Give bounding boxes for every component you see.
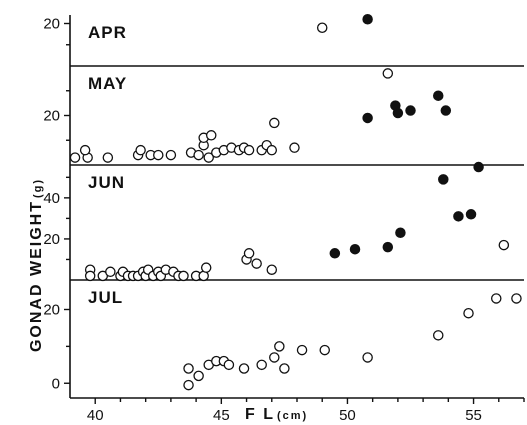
data-point-open [178,270,189,282]
data-point-open [79,144,91,156]
data-point-filled [329,248,341,259]
y-tick-label: 20 [43,302,60,319]
data-point-open [205,130,217,141]
data-point-filled [405,105,416,116]
data-point-open [269,352,280,363]
panels: APR 20 MAY 20 JUN 20 40 JUL 0 20 [43,13,524,399]
data-point-open [193,370,204,382]
data-point-open [463,307,474,319]
data-point-open [319,344,330,356]
data-point-filled [382,241,394,253]
data-point-filled [432,90,444,101]
y-axis-unit: (g) [32,178,44,198]
data-point-open [498,239,510,251]
y-tick-label: 20 [43,231,60,248]
panel-label: MAY [88,74,127,93]
data-point-open [274,341,285,352]
x-axis-unit: (cm) [277,410,308,422]
data-point-open [84,270,96,282]
data-point-open [153,149,164,161]
data-point-open [296,344,308,356]
data-point-open [135,144,146,156]
data-point-open [382,68,394,79]
data-point-filled [362,13,373,25]
y-axis-title-text: GONAD WEIGHT [28,200,45,352]
data-point-filled [438,174,449,185]
data-point-filled [453,211,464,222]
x-tick-label: 50 [339,407,356,424]
y-tick-label: 0 [52,375,60,392]
x-tick-label: 45 [213,407,230,424]
data-point-filled [440,105,452,116]
panel-label: JUL [88,288,123,307]
x-tick-label: 40 [87,407,104,424]
data-point-open [316,22,328,33]
data-point-open [183,379,194,391]
y-tick-label: 20 [43,108,60,125]
y-tick-label: 20 [43,16,60,33]
data-point-open [432,330,444,341]
data-point-open [289,142,300,153]
data-point-open [193,149,204,161]
data-point-filled [395,227,406,239]
data-point-open [279,363,290,374]
data-point-open [266,144,278,156]
panel-label: JUN [88,173,125,192]
data-point-open [266,264,278,275]
data-point-open [69,152,81,163]
data-point-open [223,359,235,371]
data-point-open [256,359,267,371]
data-point-filled [465,209,477,220]
panel-jun: JUN 20 40 [43,161,524,282]
data-point-filled [362,112,373,124]
data-point-open [183,363,194,374]
data-point-open [238,363,250,374]
panel-may: MAY 20 [43,68,524,166]
data-point-open [511,293,522,304]
data-point-open [243,144,255,156]
data-point-open [200,262,212,273]
y-axis-title: GONAD WEIGHT (g) [28,178,45,352]
data-point-open [251,258,262,269]
panel-apr: APR 20 [43,13,524,67]
data-point-open [243,248,255,259]
data-point-open [491,293,502,304]
data-point-open [102,152,114,163]
panel-label: APR [88,23,127,42]
y-tick-label: 40 [43,190,60,207]
data-point-open [203,152,214,163]
data-point-open [105,266,116,278]
x-tick-label: 55 [465,407,482,424]
data-point-open [362,352,373,363]
data-point-filled [349,243,361,255]
data-point-open [269,117,280,129]
data-point-filled [473,161,484,173]
data-point-filled [392,107,404,119]
x-axis: 40 45 50 55 [87,398,525,424]
x-axis-title: F L (cm) [245,406,308,423]
panel-jul: JUL 0 20 [43,288,524,399]
x-axis-title-text: F L [245,406,275,423]
data-point-open [165,149,177,161]
